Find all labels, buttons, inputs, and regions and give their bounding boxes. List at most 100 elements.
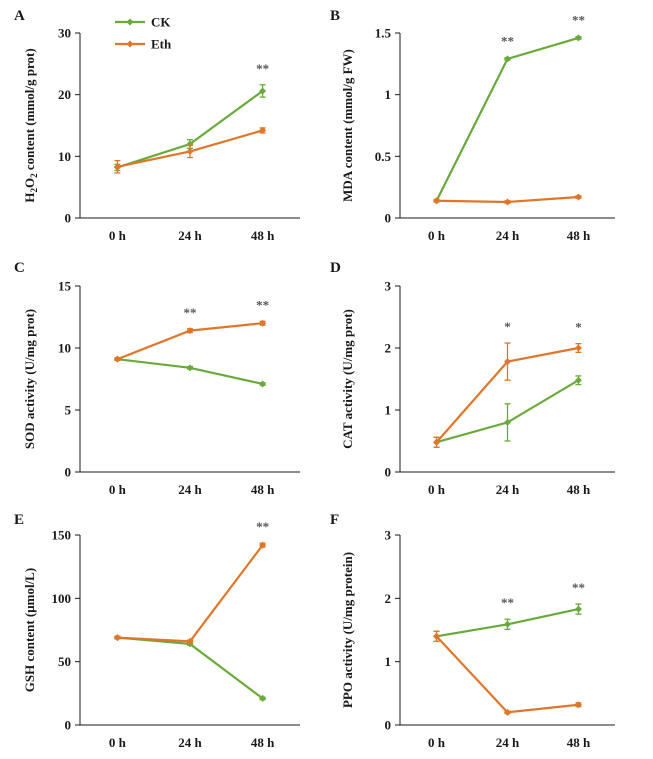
- y-axis-label: PPO activity (U/mg protein): [340, 552, 355, 708]
- y-axis-label: H2O2 content (mmol/g prot): [22, 48, 39, 202]
- y-tick-label: 2: [385, 591, 392, 606]
- y-tick-label: 50: [58, 654, 71, 669]
- y-tick-label: 2: [385, 341, 392, 356]
- x-tick-label: 24 h: [178, 482, 202, 497]
- data-point-ck: [259, 87, 267, 95]
- y-tick-label: 1: [385, 403, 392, 418]
- x-tick-label: 0 h: [428, 482, 446, 497]
- x-tick-label: 48 h: [251, 228, 275, 243]
- y-tick-label: 0: [385, 211, 392, 226]
- data-point-eth: [113, 355, 121, 363]
- panel-letter: D: [330, 260, 341, 276]
- significance-mark: **: [256, 61, 269, 76]
- x-tick-label: 48 h: [251, 482, 275, 497]
- x-tick-label: 24 h: [178, 228, 202, 243]
- panel-letter: B: [330, 8, 340, 24]
- y-tick-label: 1.5: [375, 26, 392, 41]
- significance-mark: **: [572, 13, 585, 28]
- data-point-ck: [574, 34, 582, 42]
- panel-b: B 0 0.5 1 1.5 0 h 24 h 48 h MDA content (mmol/g …: [330, 8, 615, 243]
- significance-mark: **: [501, 34, 514, 49]
- data-point-ck: [259, 380, 267, 388]
- y-tick-label: 0: [65, 465, 72, 480]
- significance-mark: **: [572, 580, 585, 595]
- y-tick-label: 100: [52, 591, 72, 606]
- y-axis-label: CAT activity (U/mg prot): [340, 309, 355, 449]
- data-point-eth: [113, 163, 121, 171]
- data-point-eth: [574, 193, 582, 201]
- y-tick-label: 0: [385, 718, 392, 733]
- data-point-eth: [504, 358, 511, 366]
- x-tick-label: 0 h: [109, 228, 127, 243]
- legend-marker-eth: [126, 40, 134, 48]
- y-tick-label: 1: [385, 654, 392, 669]
- x-tick-label: 0 h: [428, 228, 446, 243]
- y-tick-label: 0.5: [375, 149, 392, 164]
- legend-label-eth: Eth: [151, 37, 172, 52]
- y-tick-label: 15: [58, 279, 72, 294]
- panel-a: A 0 10 20 30 0 h 24 h 48 h H2O2 content (mmol/g …: [14, 8, 300, 243]
- legend-marker-ck: [126, 18, 134, 26]
- x-tick-label: 24 h: [496, 482, 520, 497]
- panel-letter: F: [330, 512, 339, 528]
- y-tick-label: 3: [385, 528, 392, 543]
- x-tick-label: 48 h: [567, 735, 591, 750]
- legend-label-ck: CK: [151, 15, 171, 30]
- panel-letter: A: [14, 8, 25, 24]
- data-point-eth: [186, 147, 194, 155]
- y-axis-label: MDA content (mmol/g FW): [340, 49, 355, 202]
- x-tick-label: 0 h: [109, 735, 127, 750]
- x-tick-label: 0 h: [428, 735, 446, 750]
- data-point-eth: [433, 197, 441, 205]
- data-point-ck: [186, 364, 194, 372]
- data-point-ck: [504, 55, 511, 63]
- significance-mark: **: [184, 305, 197, 320]
- y-tick-label: 10: [58, 341, 71, 356]
- data-point-eth: [259, 319, 267, 327]
- series-line-eth: [117, 544, 264, 643]
- x-tick-label: 24 h: [496, 735, 520, 750]
- y-tick-label: 0: [385, 465, 392, 480]
- data-point-eth: [186, 327, 194, 335]
- x-tick-label: 0 h: [109, 482, 127, 497]
- data-point-ck: [259, 694, 267, 702]
- data-point-eth: [186, 637, 194, 645]
- data-point-ck: [574, 376, 582, 384]
- y-tick-label: 0: [65, 211, 72, 226]
- data-point-ck: [574, 605, 582, 613]
- y-tick-label: 20: [58, 87, 71, 102]
- series-line-eth: [435, 635, 579, 714]
- data-point-eth: [433, 632, 441, 640]
- data-point-eth: [259, 126, 267, 134]
- significance-mark: *: [504, 319, 511, 334]
- x-tick-label: 48 h: [567, 482, 591, 497]
- panel-f: F 0 1 2 3 0 h 24 h 48 h PPO activity (U/mg prote…: [330, 512, 615, 750]
- x-tick-label: 24 h: [496, 228, 520, 243]
- data-point-eth: [113, 634, 121, 642]
- significance-mark: **: [256, 297, 269, 312]
- y-tick-label: 30: [58, 26, 71, 41]
- panel-e: E 0 50 100 150 0 h 24 h 48 h GSH content (μmol/L…: [14, 512, 300, 750]
- y-tick-label: 1: [385, 87, 392, 102]
- data-point-eth: [259, 541, 267, 549]
- x-tick-label: 48 h: [251, 735, 275, 750]
- data-point-eth: [574, 701, 582, 709]
- data-point-eth: [574, 344, 582, 352]
- y-tick-label: 5: [65, 403, 72, 418]
- y-axis-label: SOD activity (U/mg prot): [22, 309, 37, 449]
- series-line-ck: [117, 358, 263, 386]
- data-point-ck: [504, 620, 511, 628]
- y-tick-label: 150: [52, 528, 72, 543]
- data-point-ck: [504, 418, 511, 426]
- y-tick-label: 10: [58, 149, 71, 164]
- panel-c: C 0 5 10 15 0 h 24 h 48 h SOD activity (U/mg pro…: [14, 260, 300, 497]
- significance-mark: *: [575, 320, 582, 335]
- y-tick-label: 0: [65, 718, 72, 733]
- significance-mark: **: [501, 595, 514, 610]
- data-point-eth: [504, 198, 511, 206]
- data-point-eth: [504, 708, 511, 716]
- x-tick-label: 48 h: [567, 228, 591, 243]
- panel-d: D 0 1 2 3 0 h 24 h 48 h CAT activity (U/mg prot)…: [330, 260, 615, 497]
- panel-letter: C: [14, 260, 25, 276]
